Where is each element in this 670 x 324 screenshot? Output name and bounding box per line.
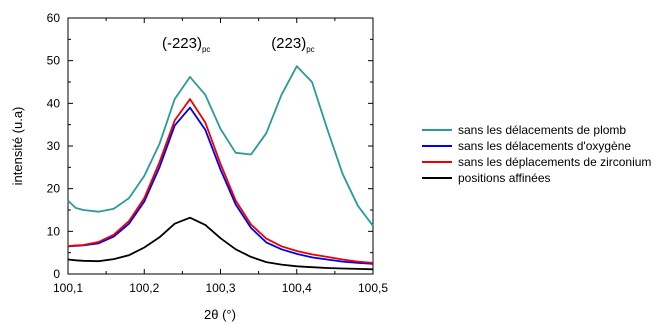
- x-axis: 100,1 100,2 100,3 100,4 100,5: [53, 18, 388, 295]
- series-layer: [67, 65, 374, 271]
- y-tick-label: 20: [47, 182, 61, 196]
- legend-label: sans les délacements d'oxygène: [458, 139, 631, 153]
- series-line-3: [67, 98, 374, 264]
- peak-label: (223)pc: [271, 35, 314, 54]
- y-axis: 0 10 20 30 40 50 60: [47, 11, 373, 281]
- y-axis-title: intensité (u.a): [10, 107, 25, 186]
- legend-label: sans les délacements de plomb: [458, 123, 626, 137]
- legend-label: sans les déplacements de zirconium: [458, 155, 651, 169]
- series-line-2: [67, 106, 374, 265]
- legend-label: positions affinées: [458, 171, 551, 185]
- y-tick-label: 40: [47, 96, 61, 110]
- x-tick-label: 100,3: [205, 281, 235, 295]
- x-tick-label: 100,1: [53, 281, 83, 295]
- y-tick-label: 50: [47, 54, 61, 68]
- legend: sans les délacements de plomb sans les dé…: [422, 123, 651, 185]
- y-tick-label: 30: [47, 139, 61, 153]
- peak-label: (-223)pc: [162, 35, 210, 54]
- peak-annotations: (-223)pc (223)pc: [162, 35, 315, 54]
- x-tick-label: 100,5: [358, 281, 388, 295]
- y-tick-label: 60: [47, 11, 61, 25]
- x-axis-title: 2θ (°): [204, 307, 236, 322]
- y-tick-label: 10: [47, 224, 61, 238]
- series-line-1: [67, 65, 374, 227]
- y-tick-label: 0: [53, 267, 60, 281]
- x-tick-label: 100,4: [282, 281, 312, 295]
- x-tick-label: 100,2: [129, 281, 159, 295]
- series-line-4: [67, 216, 374, 271]
